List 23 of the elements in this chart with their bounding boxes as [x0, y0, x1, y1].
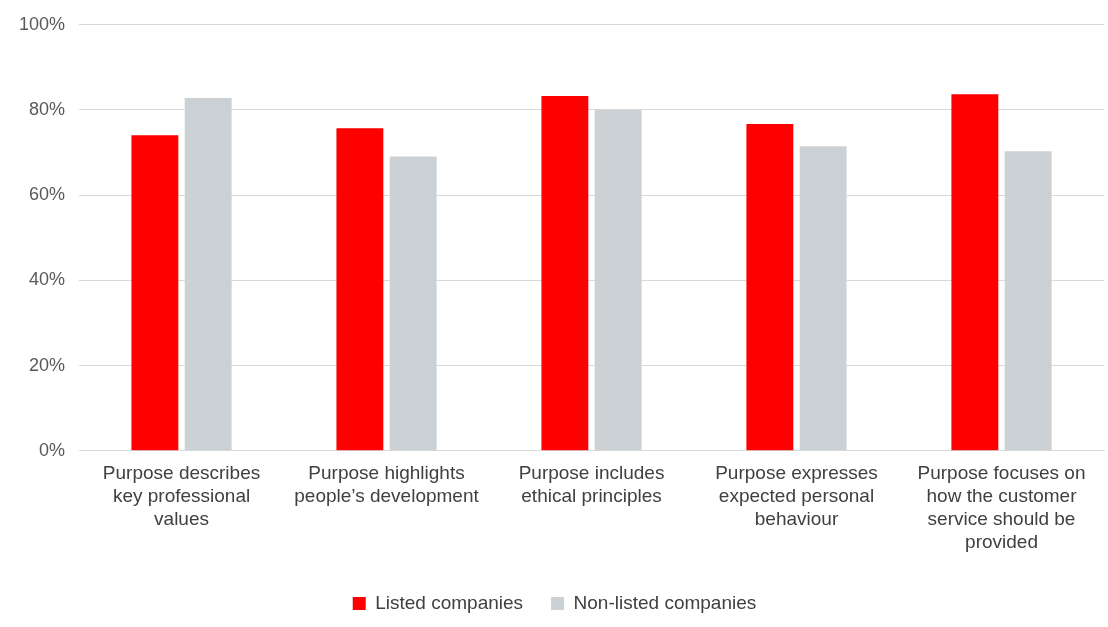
x-tick-label: Purpose focuses on how the customer service should be provided	[917, 462, 1086, 552]
bar	[594, 110, 642, 451]
x-tick-label: Purpose highlights people’s development	[294, 462, 480, 507]
x-tick-label: Purpose expresses expected personal behaviour	[715, 462, 878, 530]
bar	[746, 124, 794, 451]
legend-label: Listed companies	[375, 591, 524, 613]
bar	[184, 98, 232, 451]
y-tick-label: 0%	[39, 439, 66, 460]
bar	[541, 95, 589, 451]
y-tick-label: 40%	[29, 269, 66, 290]
y-tick-label: 100%	[18, 13, 66, 34]
bar	[131, 135, 179, 451]
y-tick-label: 80%	[29, 98, 66, 119]
x-tick-label: Purpose describes key professional values	[102, 462, 261, 530]
bar	[389, 156, 437, 451]
bar	[951, 94, 999, 451]
x-tick-label: Purpose includes ethical principles	[518, 462, 665, 507]
legend-label: Non-listed companies	[573, 591, 757, 613]
bar	[336, 128, 384, 451]
bar	[799, 146, 847, 451]
y-tick-label: 20%	[29, 354, 66, 375]
y-tick-label: 60%	[29, 184, 66, 205]
bar	[1004, 151, 1052, 451]
